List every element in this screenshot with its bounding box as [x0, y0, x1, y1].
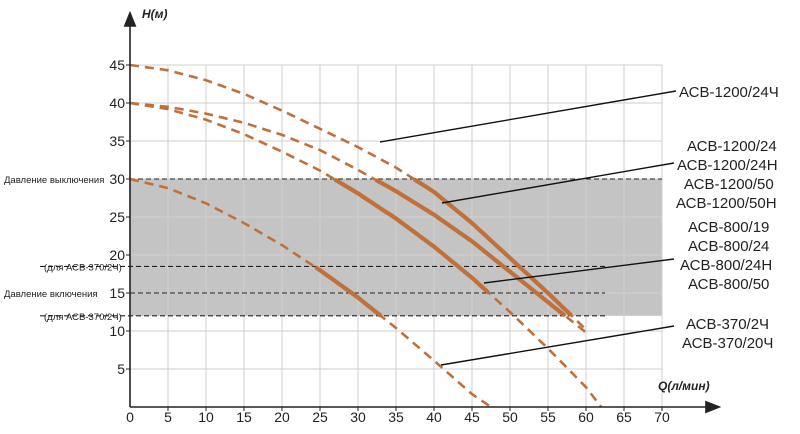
x-tick-label: 15 [236, 409, 252, 425]
x-tick-label: 40 [426, 409, 442, 425]
x-tick-label: 65 [616, 409, 632, 425]
label-acv370-20ch: АСВ-370/20Ч [682, 335, 773, 352]
series-line [129, 63, 587, 331]
reference-label: (для АСВ-370/2Ч) [44, 262, 122, 273]
label-acv800-50: АСВ-800/50 [688, 276, 769, 293]
label-acv1200-24ch: АСВ-1200/24Ч [679, 84, 779, 101]
x-tick-label: 50 [502, 409, 518, 425]
y-tick-label: 20 [109, 247, 125, 263]
y-tick-label: 10 [109, 323, 125, 339]
label-acv800-19: АСВ-800/19 [688, 219, 769, 236]
x-tick-label: 10 [198, 409, 214, 425]
leader-acv800 [483, 258, 675, 284]
y-tick-label: 5 [117, 361, 125, 377]
reference-label: (для АСВ-370/2Ч) [44, 312, 122, 323]
x-tick-label: 30 [350, 409, 366, 425]
reference-label: Давление включения [4, 289, 98, 300]
y-tick-label: 40 [109, 95, 125, 111]
label-acv1200-50: АСВ-1200/50 [684, 176, 774, 193]
y-axis-title: H(м) [142, 7, 168, 21]
x-tick-label: 55 [540, 409, 556, 425]
x-tick-label: 0 [126, 409, 134, 425]
x-tick-label: 70 [654, 409, 670, 425]
label-acv1200-50n: АСВ-1200/50Н [676, 195, 777, 212]
y-tick-label: 45 [109, 57, 125, 73]
series-line [129, 101, 603, 408]
series-operating-segment [333, 178, 490, 295]
x-tick-label: 25 [312, 409, 328, 425]
label-acv800-24: АСВ-800/24 [688, 238, 769, 255]
label-acv1200-24: АСВ-1200/24 [687, 138, 777, 155]
x-tick-label: 60 [578, 409, 594, 425]
series-operating-segment [374, 178, 566, 317]
leader-acv1200 [441, 162, 675, 204]
series-operating-segment [412, 177, 573, 317]
x-tick-label: 45 [464, 409, 480, 425]
label-acv1200-24n: АСВ-1200/24Н [677, 157, 778, 174]
leader-acv370 [440, 325, 675, 366]
leader-acv1200-24ch [379, 90, 677, 143]
x-tick-label: 5 [164, 409, 172, 425]
y-tick-label: 35 [109, 133, 125, 149]
x-tick-label: 35 [388, 409, 404, 425]
series-operating-segment [314, 266, 383, 318]
y-tick-label: 25 [109, 209, 125, 225]
y-tick-label: 15 [109, 285, 125, 301]
x-axis-title: Q(л/мин) [658, 379, 710, 393]
label-acv370-2ch: АСВ-370/2Ч [686, 316, 769, 333]
y-tick-label: 30 [109, 171, 125, 187]
reference-label: Давление выключения [4, 175, 104, 186]
x-tick-label: 20 [274, 409, 290, 425]
label-acv800-24n: АСВ-800/24Н [680, 257, 772, 274]
